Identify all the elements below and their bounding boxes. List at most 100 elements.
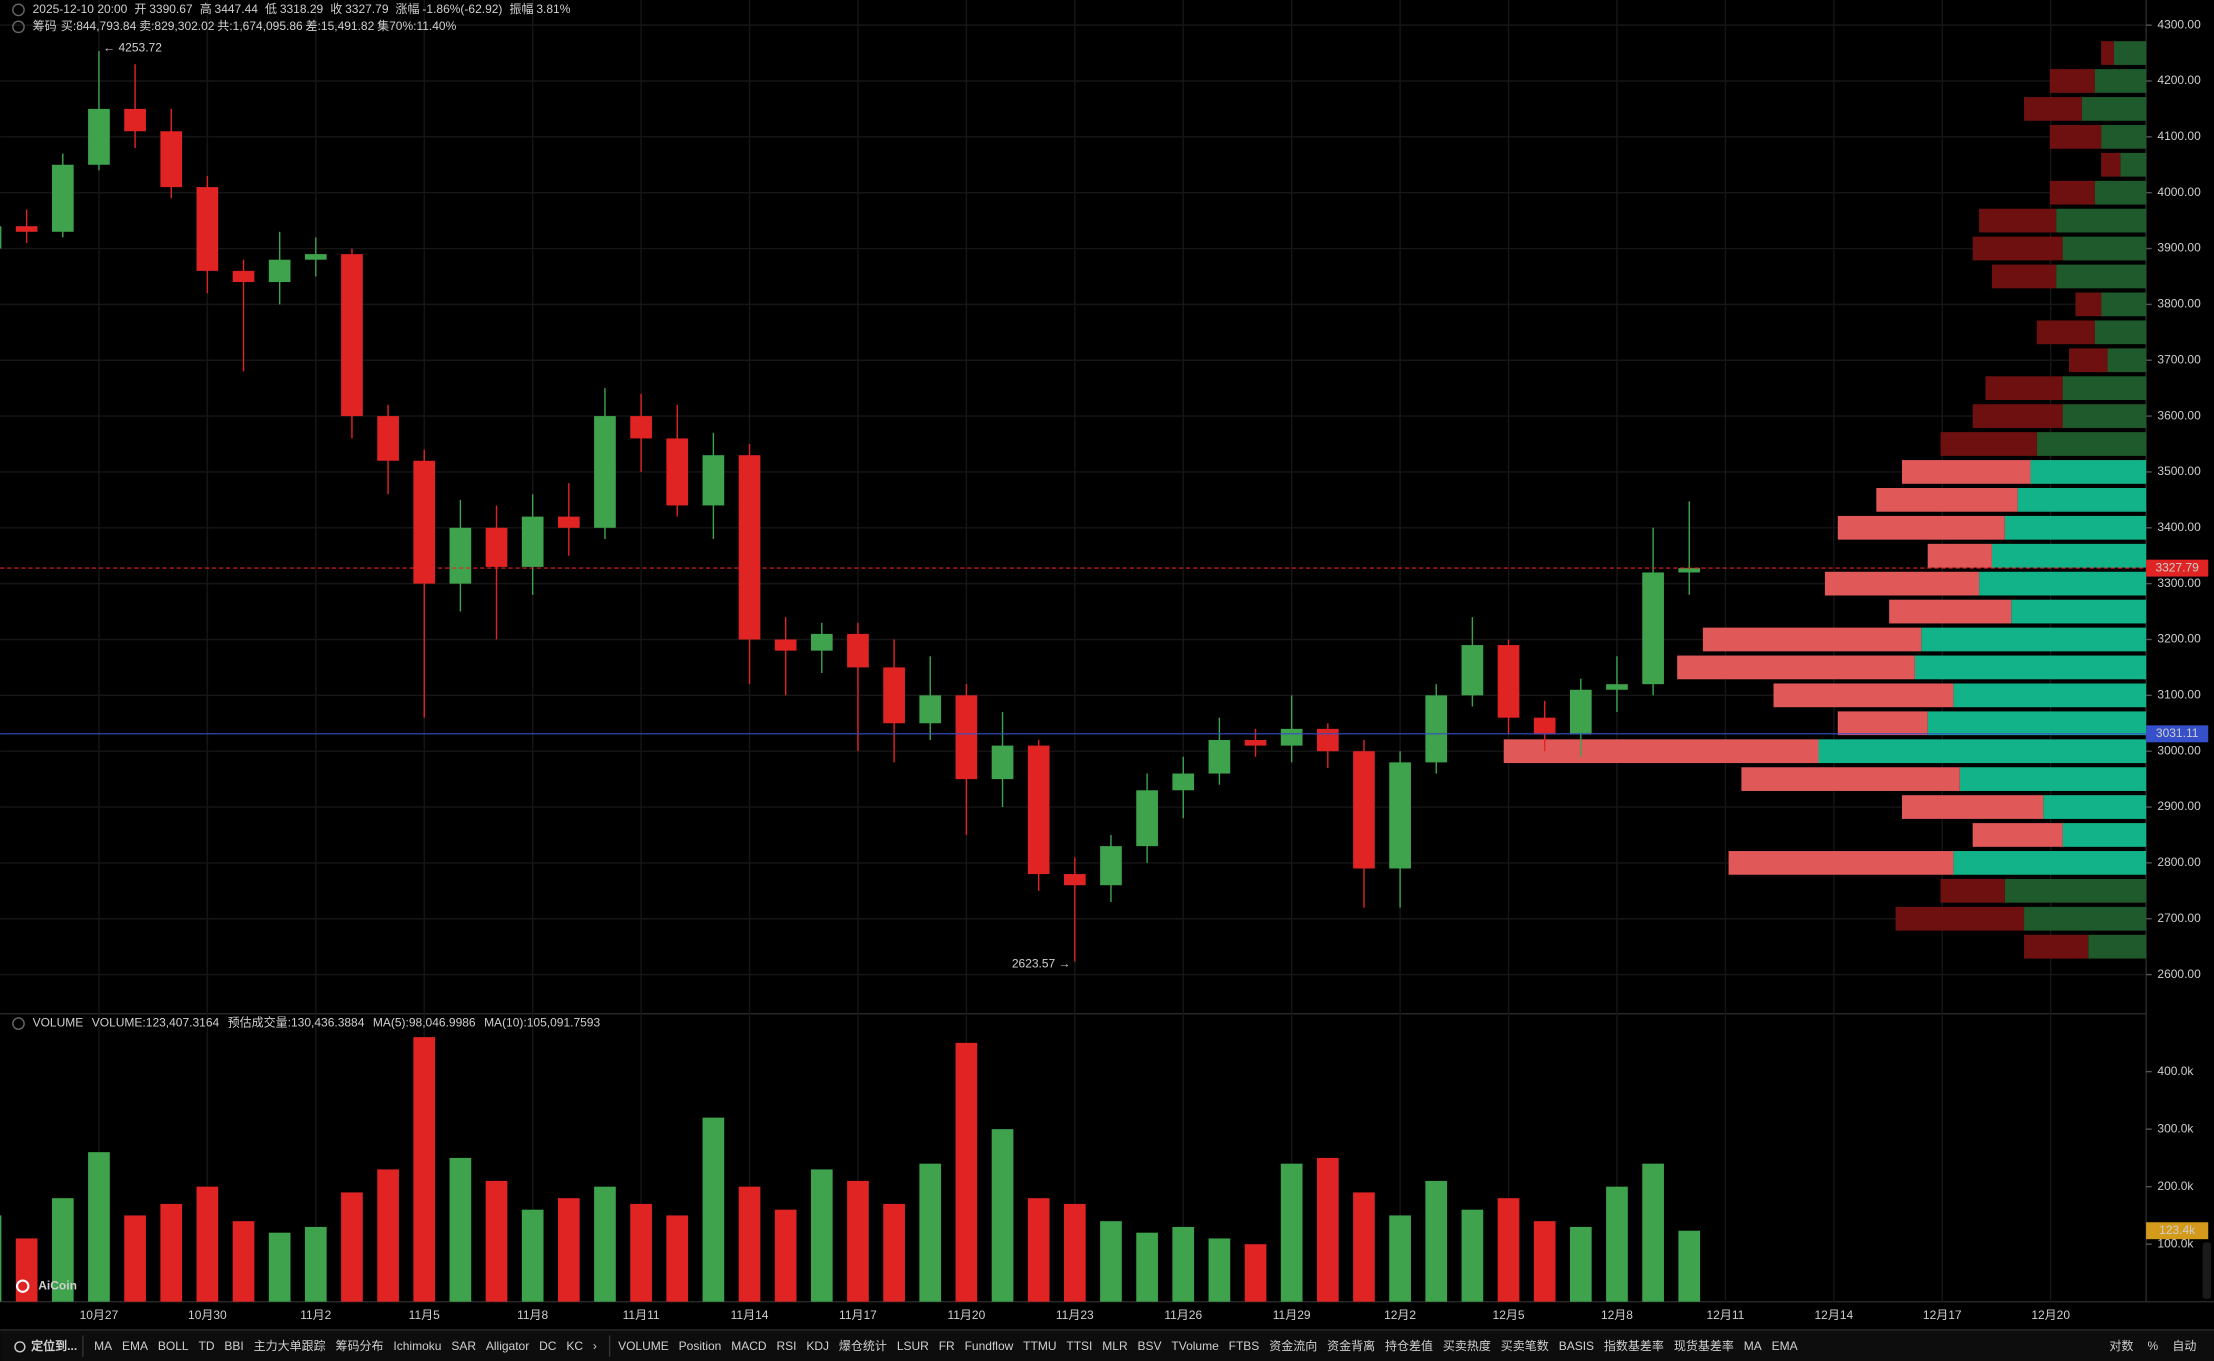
scrollbar[interactable] [2202, 1242, 2212, 1299]
field-value: 3447.44 [215, 2, 259, 16]
indicator-button[interactable]: Alligator [486, 1339, 529, 1353]
indicator-button[interactable]: MA [1744, 1339, 1762, 1353]
y-tick-label: 4300.00 [2157, 17, 2201, 31]
profile-buy-bar [2094, 69, 2147, 93]
profile-buy-bar [2024, 906, 2147, 931]
profile-sell-bar [1728, 851, 1954, 875]
extreme-label: 2623.57 → [1012, 956, 1071, 970]
y-tick-label: 2900.00 [2157, 799, 2201, 813]
price-tag-label: 3327.79 [2155, 560, 2199, 574]
collapse-icon[interactable] [12, 3, 25, 17]
indicator-button[interactable]: RSI [776, 1339, 796, 1353]
indicator-button[interactable]: BSV [1138, 1339, 1162, 1353]
indicator-button[interactable]: 爆仓统计 [839, 1339, 887, 1353]
volume-bar [1136, 1232, 1158, 1302]
volume-bar [1642, 1163, 1664, 1302]
y-tick-label: 200.0k [2157, 1179, 2194, 1193]
y-tick-label: 3700.00 [2157, 352, 2201, 366]
indicator-button[interactable]: MA [94, 1339, 112, 1353]
profile-sell-bar [2024, 97, 2082, 121]
profile-buy-bar [2081, 97, 2147, 121]
locate-icon[interactable] [14, 1341, 26, 1353]
indicator-button[interactable]: 指数基差率 [1604, 1338, 1664, 1353]
indicator-button[interactable]: TTMU [1023, 1339, 1056, 1353]
indicator-button[interactable]: 资金流向 [1269, 1338, 1317, 1353]
locate-button[interactable]: 定位到... [31, 1338, 77, 1353]
candle-body [485, 527, 508, 567]
candle-body [1280, 728, 1303, 746]
candle-body [341, 254, 363, 417]
collapse-icon[interactable] [12, 1017, 25, 1030]
indicator-button[interactable]: › [593, 1339, 597, 1353]
profile-sell-bar [2049, 124, 2102, 149]
indicator-button[interactable]: BOLL [158, 1339, 189, 1353]
volume-bar [377, 1169, 399, 1302]
indicator-button[interactable]: 现货基差率 [1674, 1338, 1734, 1353]
volume-bar [1678, 1230, 1701, 1302]
collapse-icon[interactable] [12, 20, 25, 34]
candle-body [1244, 740, 1267, 746]
profile-sell-bar [2024, 934, 2089, 959]
profile-sell-bar [1741, 767, 1960, 791]
indicator-button[interactable]: VOLUME [618, 1339, 669, 1353]
indicator-button[interactable]: TVolume [1171, 1339, 1219, 1353]
profile-buy-bar [2120, 152, 2147, 177]
indicator-button[interactable]: 买卖热度 [1443, 1338, 1491, 1353]
field-value: 3327.79 [345, 2, 389, 16]
indicator-button[interactable]: EMA [1772, 1339, 1798, 1353]
indicator-button[interactable]: DC [539, 1339, 557, 1353]
candle-body [1172, 773, 1195, 791]
indicator-button[interactable]: SAR [451, 1339, 476, 1353]
indicator-button[interactable]: 主力大单跟踪 [254, 1339, 326, 1353]
price-tag [2146, 559, 2209, 577]
candle-body [1063, 874, 1086, 886]
scale-button[interactable]: 自动 [2172, 1339, 2196, 1353]
scale-button[interactable]: 对数 [2109, 1338, 2133, 1353]
volume-bar [232, 1221, 255, 1302]
indicator-button[interactable]: KC [566, 1339, 583, 1353]
volume-bar [485, 1180, 508, 1302]
y-tick-label: 100.0k [2157, 1236, 2194, 1250]
indicator-button[interactable]: BBI [224, 1339, 243, 1353]
indicator-button[interactable]: 资金背离 [1327, 1338, 1375, 1353]
candle-body [991, 745, 1014, 780]
indicator-button[interactable]: 持仓差值 [1385, 1338, 1433, 1353]
indicator-button[interactable]: FR [939, 1339, 955, 1353]
indicator-button[interactable]: KDJ [806, 1339, 829, 1353]
y-tick-label: 3200.00 [2157, 632, 2201, 646]
indicator-button[interactable]: Ichimoku [393, 1339, 441, 1353]
volume-bar [1497, 1198, 1520, 1302]
indicator-button[interactable]: MACD [731, 1339, 767, 1353]
candle-body [1569, 689, 1592, 735]
field-value: -1.86%(-62.92) [422, 2, 502, 16]
indicator-button[interactable]: BASIS [1559, 1339, 1594, 1353]
indicator-button[interactable]: MLR [1102, 1339, 1128, 1353]
x-tick-label: 11月11 [623, 1308, 660, 1322]
field-value: 844,793.84 [76, 19, 136, 33]
profile-sell-bar [1876, 487, 2018, 512]
volume-bar [1063, 1203, 1086, 1302]
indicator-button[interactable]: EMA [122, 1339, 148, 1353]
indicator-button[interactable]: FTBS [1229, 1339, 1260, 1353]
candle-body [1425, 695, 1448, 763]
profile-buy-bar [2004, 515, 2147, 540]
profile-sell-bar [1985, 376, 2063, 401]
indicator-button[interactable]: TTSI [1066, 1339, 1092, 1353]
x-tick-label: 11月20 [947, 1308, 985, 1322]
indicator-button[interactable]: LSUR [897, 1339, 929, 1353]
profile-buy-bar [1914, 655, 2147, 680]
scale-button[interactable]: % [2148, 1339, 2159, 1353]
candle-body [196, 187, 219, 271]
indicator-button[interactable]: Fundflow [965, 1339, 1014, 1353]
candle-body [883, 667, 905, 724]
volume-title: VOLUME [33, 1016, 84, 1030]
profile-buy-bar [2062, 823, 2147, 847]
indicator-button[interactable]: 买卖笔数 [1501, 1338, 1549, 1353]
profile-buy-bar [2101, 124, 2147, 149]
profile-sell-bar [1991, 264, 2057, 289]
indicator-button[interactable]: Position [679, 1339, 722, 1353]
indicator-button[interactable]: 筹码分布 [336, 1339, 384, 1353]
volume-bar [774, 1209, 797, 1302]
volume-bar [557, 1198, 580, 1302]
indicator-button[interactable]: TD [198, 1339, 214, 1353]
